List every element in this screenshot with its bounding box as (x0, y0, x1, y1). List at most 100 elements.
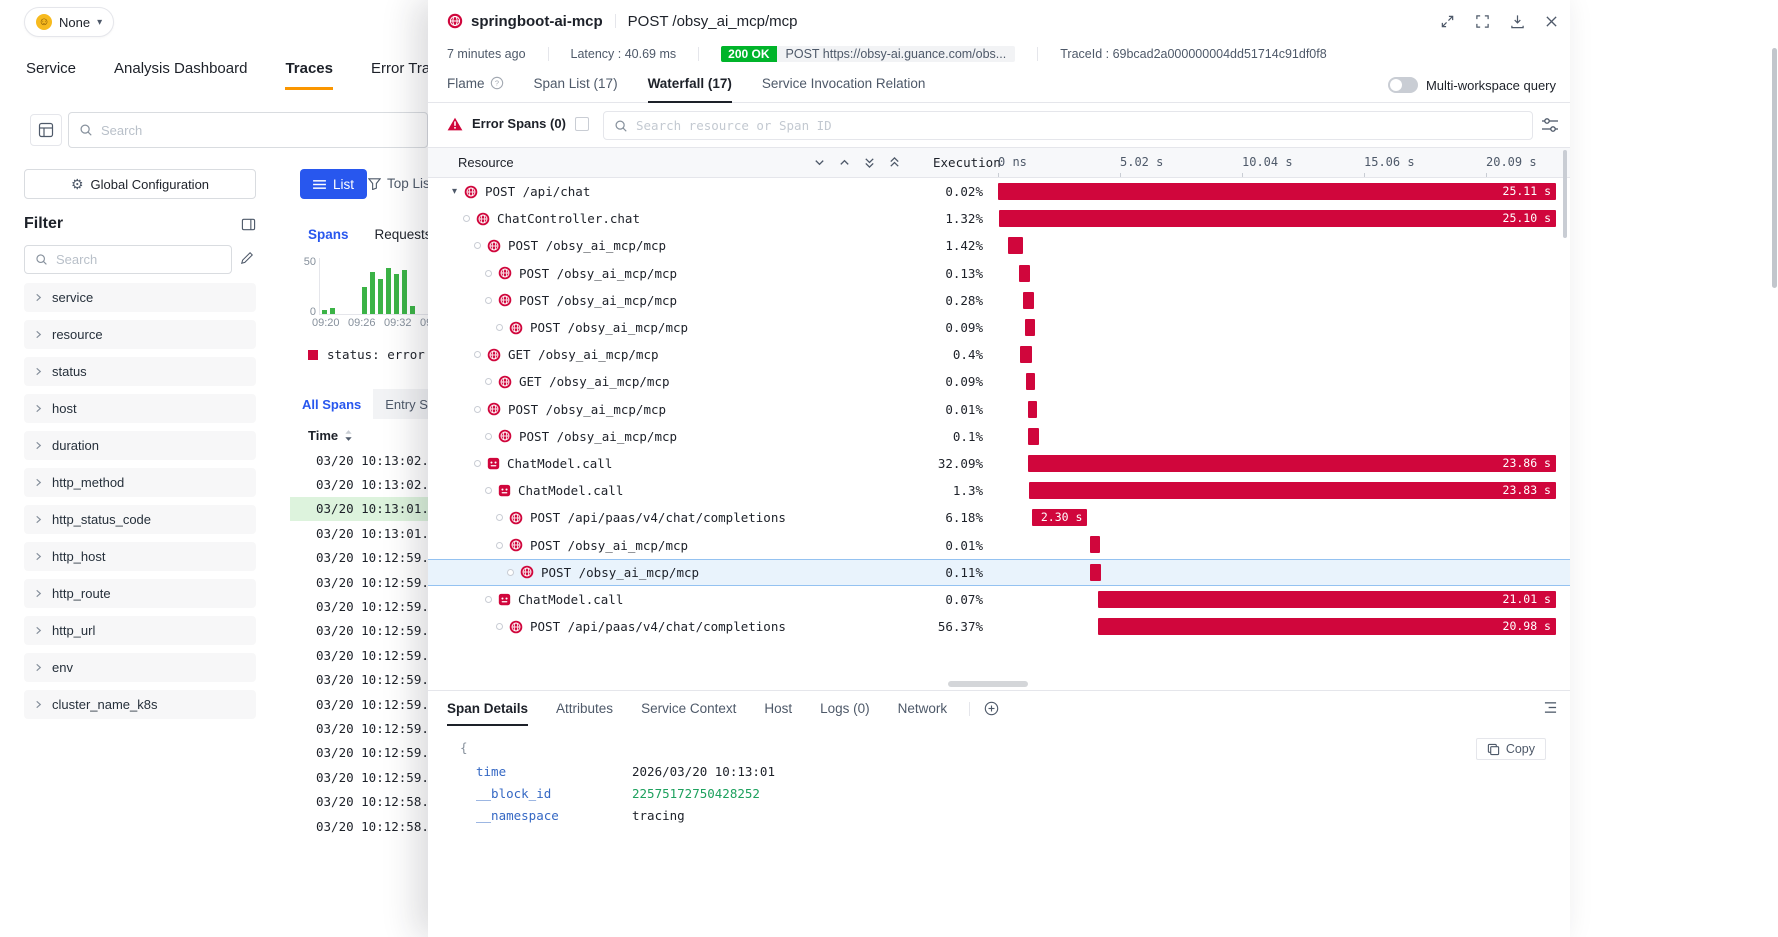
waterfall-row[interactable]: ChatController.chat 1.32% 25.10 s (428, 205, 1570, 232)
chart-legend[interactable]: status: error (308, 347, 425, 362)
span-list-row[interactable]: 03/20 10:12:58.67 (290, 789, 444, 813)
span-duration-bar[interactable]: 23.83 s (1029, 482, 1556, 500)
waterfall-row[interactable]: ChatModel.call 1.3% 23.83 s (428, 477, 1570, 504)
detail-tab-logs-0[interactable]: Logs (0) (820, 701, 870, 716)
waterfall-row[interactable]: POST /obsy_ai_mcp/mcp 0.1% (428, 423, 1570, 450)
span-list-row[interactable]: 03/20 10:13:02.38 (290, 472, 444, 496)
span-duration-bar[interactable] (1019, 264, 1030, 282)
waterfall-row[interactable]: ChatModel.call 0.07% 21.01 s (428, 586, 1570, 613)
filter-item-resource[interactable]: resource (24, 320, 256, 349)
toggle-switch[interactable] (1387, 77, 1418, 93)
close-icon[interactable] (1545, 15, 1558, 28)
filter-item-host[interactable]: host (24, 394, 256, 423)
view-toggle-button[interactable] (30, 114, 62, 146)
json-key[interactable]: time (476, 763, 507, 779)
waterfall-row[interactable]: POST /api/paas/v4/chat/completions 6.18% 2… (428, 504, 1570, 531)
error-spans-filter[interactable]: Error Spans (0) (447, 116, 589, 131)
expand-all-icon[interactable] (888, 156, 901, 169)
collapse-row-icon[interactable] (813, 156, 826, 169)
main-search[interactable] (68, 112, 428, 148)
modal-scrollbar[interactable] (1563, 150, 1567, 238)
trace-tab-flame[interactable]: Flame? (447, 64, 504, 102)
global-configuration-button[interactable]: ⚙ Global Configuration (24, 169, 256, 199)
span-duration-bar[interactable] (1089, 536, 1101, 554)
horizontal-scrollbar[interactable] (948, 681, 1028, 687)
trace-tab-waterfall-17[interactable]: Waterfall (17) (647, 64, 733, 103)
trace-tab-span-list-17[interactable]: Span List (17) (534, 64, 618, 102)
nav-tab-analysis-dashboard[interactable]: Analysis Dashboard (114, 59, 248, 77)
span-duration-bar[interactable] (1008, 237, 1024, 255)
main-search-input[interactable] (101, 122, 427, 138)
expand-window-icon[interactable] (1440, 14, 1455, 29)
span-list-row[interactable]: 03/20 10:13:01.97 (290, 496, 444, 522)
error-spans-checkbox[interactable] (574, 116, 589, 131)
detail-tab-span-details[interactable]: Span Details (447, 691, 529, 726)
waterfall-row[interactable]: GET /obsy_ai_mcp/mcp 0.09% (428, 368, 1570, 395)
waterfall-row[interactable]: POST /obsy_ai_mcp/mcp 1.42% (428, 232, 1570, 259)
waterfall-row[interactable]: POST /obsy_ai_mcp/mcp 0.13% (428, 260, 1570, 287)
resource-search[interactable] (603, 111, 1533, 140)
span-list-row[interactable]: 03/20 10:12:59.35 (290, 668, 444, 692)
filter-item-http-route[interactable]: http_route (24, 579, 256, 608)
collapse-all-icon[interactable] (863, 156, 876, 169)
filter-item-http-status-code[interactable]: http_status_code (24, 505, 256, 534)
filter-item-http-url[interactable]: http_url (24, 616, 256, 645)
add-tab-icon[interactable] (984, 701, 999, 716)
time-column-header[interactable]: Time (290, 423, 428, 447)
span-list-row[interactable]: 03/20 10:12:59.25 (290, 716, 444, 740)
span-duration-bar[interactable]: 21.01 s (1097, 590, 1556, 608)
download-icon[interactable] (1510, 14, 1525, 29)
filter-item-env[interactable]: env (24, 653, 256, 682)
filter-search[interactable] (24, 245, 232, 274)
span-duration-bar[interactable]: 2.30 s (1031, 509, 1088, 527)
span-list-row[interactable]: 03/20 10:12:59.14 (290, 765, 444, 789)
span-duration-bar[interactable]: 25.10 s (998, 210, 1556, 228)
filter-item-duration[interactable]: duration (24, 431, 256, 460)
waterfall-row[interactable]: POST /obsy_ai_mcp/mcp 0.01% (428, 531, 1570, 558)
span-duration-bar[interactable] (1028, 427, 1039, 445)
span-duration-bar[interactable] (1026, 373, 1036, 391)
waterfall-row[interactable]: GET /obsy_ai_mcp/mcp 0.4% (428, 341, 1570, 368)
trace-tab-service-invocation-relation[interactable]: Service Invocation Relation (762, 64, 926, 102)
nav-tab-service[interactable]: Service (26, 59, 77, 77)
list-view-button[interactable]: List (300, 169, 368, 199)
page-scrollbar[interactable] (1772, 48, 1777, 288)
filter-item-http-host[interactable]: http_host (24, 542, 256, 571)
filter-settings-icon[interactable] (1542, 118, 1558, 132)
span-duration-bar[interactable] (1019, 346, 1033, 364)
copy-button[interactable]: Copy (1475, 738, 1546, 760)
json-key[interactable]: __block_id (476, 785, 552, 801)
filter-item-cluster-name-k8s[interactable]: cluster_name_k8s (24, 690, 256, 719)
span-list-row[interactable]: 03/20 10:12:59.44 (290, 643, 444, 667)
span-duration-bar[interactable] (1027, 400, 1038, 418)
span-list-row[interactable]: 03/20 10:12:59.54 (290, 594, 444, 618)
span-list-row[interactable]: 03/20 10:12:59.55 (290, 570, 444, 594)
filter-item-http-method[interactable]: http_method (24, 468, 256, 497)
detail-tab-network[interactable]: Network (897, 701, 948, 716)
span-list-row[interactable]: 03/20 10:12:59.19 (290, 741, 444, 765)
edit-filter-icon[interactable] (240, 251, 254, 265)
request-summary[interactable]: 200 OK POST https://obsy-ai.guance.com/o… (721, 46, 1016, 62)
tab-spans[interactable]: Spans (308, 227, 349, 242)
filter-item-service[interactable]: service (24, 283, 256, 312)
waterfall-row[interactable]: POST /obsy_ai_mcp/mcp 0.28% (428, 287, 1570, 314)
view-options-icon[interactable] (1543, 701, 1558, 714)
filter-search-input[interactable] (56, 252, 232, 267)
detail-tab-service-context[interactable]: Service Context (641, 701, 737, 716)
span-scope-tab-all-spans[interactable]: All Spans (290, 389, 374, 419)
span-duration-bar[interactable] (1025, 318, 1035, 336)
detail-tab-host[interactable]: Host (764, 701, 793, 716)
sort-icon[interactable] (344, 429, 353, 442)
waterfall-row[interactable]: POST /obsy_ai_mcp/mcp 0.11% (428, 558, 1570, 586)
waterfall-row[interactable]: ▾ POST /api/chat 0.02% 25.11 s (428, 178, 1570, 205)
resource-search-input[interactable] (636, 118, 1532, 133)
span-list-row[interactable]: 03/20 10:12:59.34 (290, 692, 444, 716)
collapse-caret-icon[interactable]: ▾ (452, 186, 458, 198)
expand-row-icon[interactable] (838, 156, 851, 169)
fullscreen-icon[interactable] (1475, 14, 1490, 29)
nav-tab-traces[interactable]: Traces (285, 46, 333, 90)
json-key[interactable]: __namespace (476, 807, 559, 823)
span-list-row[interactable]: 03/20 10:12:58.31 (290, 814, 444, 838)
span-list-row[interactable]: 03/20 10:12:59.64 (290, 546, 444, 570)
span-duration-bar[interactable] (1022, 291, 1034, 309)
